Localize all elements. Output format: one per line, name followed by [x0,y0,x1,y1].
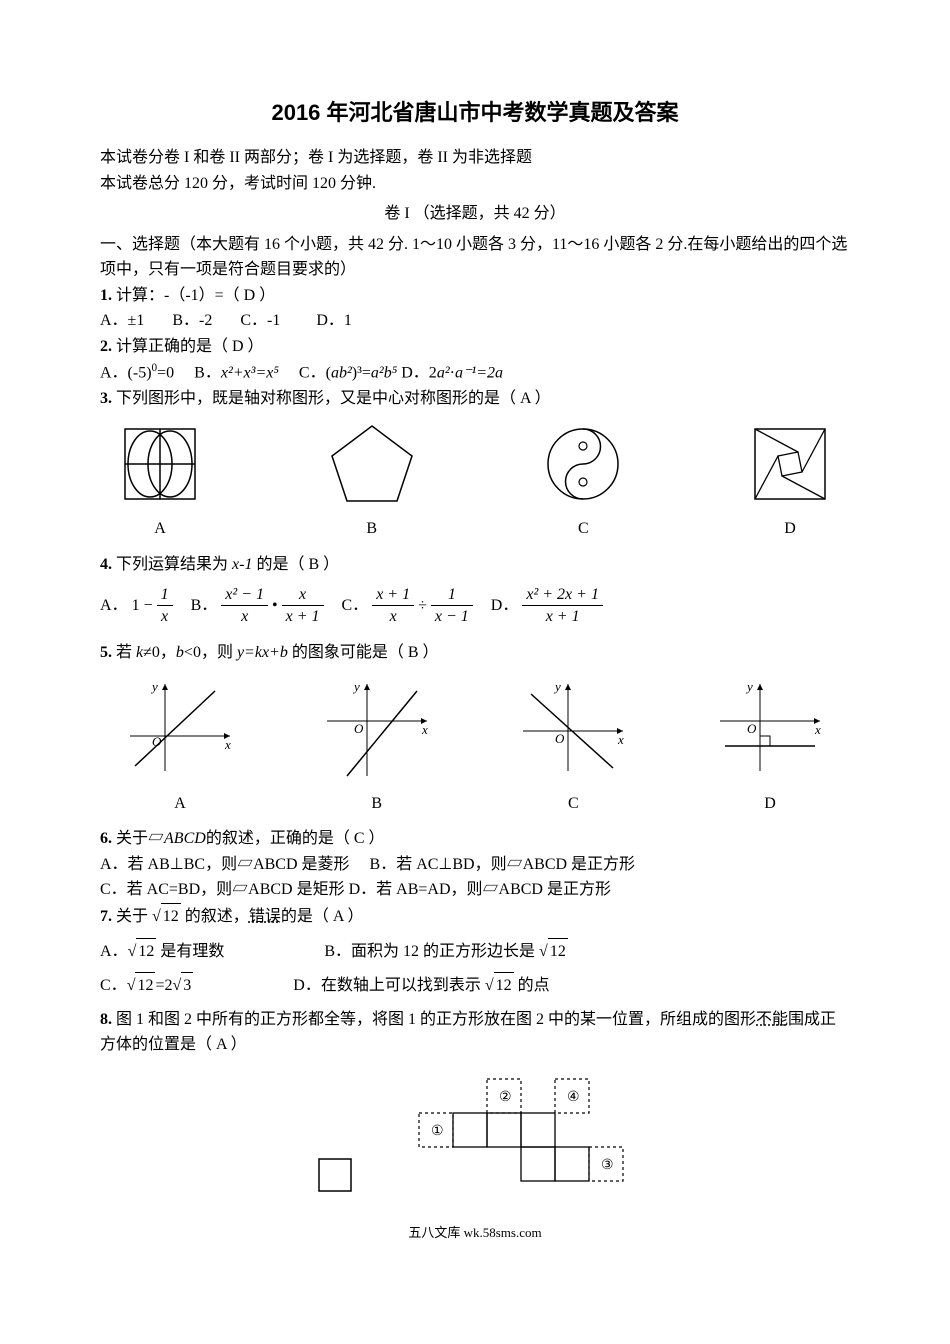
q8-fig1 [317,1157,353,1193]
q6-options-2: C．若 AC=BD，则▱ABCD 是矩形 D．若 AB=AD，则▱ABCD 是正… [100,877,850,903]
q6-options-1: A．若 AB⊥BC，则▱ABCD 是菱形 B．若 AC⊥BD，则▱ABCD 是正… [100,852,850,878]
svg-text:y: y [745,679,753,694]
page-footer: 五八文库 wk.58sms.com [100,1223,850,1244]
svg-text:O: O [747,721,757,736]
q8-label-4: ④ [567,1090,580,1105]
q3-prompt: 3. 下列图形中，既是轴对称图形，又是中心对称图形的是（ A ） [100,386,850,412]
q8-label-2: ② [499,1090,512,1105]
svg-text:x: x [814,722,821,737]
q8-label-3: ③ [601,1158,614,1173]
q3-fig-a [120,424,200,504]
q7-prompt: 7. 关于 √12 的叙述，错误的是（ A ） [100,903,850,930]
q1-prompt: 1. 计算：-（-1）=（ D ） [100,283,850,309]
page-title: 2016 年河北省唐山市中考数学真题及答案 [100,95,850,130]
q5-fig-a: O x y A [120,676,240,817]
svg-text:y: y [352,679,360,694]
section-heading: 卷 I （选择题，共 42 分） [100,201,850,227]
q2-options: A．(-5)0=0 B．x²+x³=x⁵ C．(ab²)³=a²b⁵ D．2a²… [100,360,850,386]
intro-line-2: 本试卷总分 120 分，考试时间 120 分钟. [100,171,850,197]
q4-options: A． 1 − 1x B． x² − 1x • xx + 1 C． x + 1x … [100,585,850,628]
q1-options: A．±1 B．-2 C．-1 D．1 [100,308,850,334]
q5-fig-c: O x y C [513,676,633,817]
svg-text:x: x [421,722,428,737]
svg-text:y: y [553,679,561,694]
q8-figures: ① ② ④ ③ [100,1073,850,1193]
svg-text:O: O [555,731,565,746]
q3-fig-d [750,424,830,504]
svg-text:x: x [224,737,231,752]
q3-labels: A B C D [120,516,830,542]
q3-figures [120,421,830,506]
q8-label-1: ① [431,1124,444,1139]
intro-line-1: 本试卷分卷 I 和卷 II 两部分；卷 I 为选择题，卷 II 为非选择题 [100,145,850,171]
svg-text:y: y [150,679,158,694]
section-description: 一、选择题（本大题有 16 个小题，共 42 分. 1～10 小题各 3 分，1… [100,232,850,283]
q8-fig2: ① ② ④ ③ [413,1073,633,1193]
svg-text:O: O [354,721,364,736]
q3-fig-b [327,421,417,506]
q4-prompt: 4. 下列运算结果为 x-1 的是（ B ） [100,552,850,578]
q5-fig-b: O x y B [317,676,437,817]
q5-figures: O x y A O x y B O x y C [120,676,830,817]
q6-prompt: 6. 关于▱ABCD的叙述，正确的是（ C ） [100,826,850,852]
svg-text:x: x [617,732,624,747]
q2-prompt: 2. 计算正确的是（ D ） [100,334,850,360]
q8-prompt: 8. 图 1 和图 2 中所有的正方形都全等，将图 1 的正方形放在图 2 中的… [100,1007,850,1058]
q7-row2: C．√12=2√3 D．在数轴上可以找到表示 √12 的点 [100,972,850,999]
q5-prompt: 5. 若 k≠0，b<0，则 y=kx+b 的图象可能是（ B ） [100,640,850,666]
q5-fig-d: O x y D [710,676,830,817]
q7-row1: A．√12 是有理数 B．面积为 12 的正方形边长是 √12 [100,938,850,965]
q3-fig-c [543,424,623,504]
